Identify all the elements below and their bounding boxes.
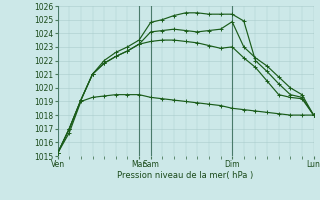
X-axis label: Pression niveau de la mer( hPa ): Pression niveau de la mer( hPa ): [117, 171, 254, 180]
